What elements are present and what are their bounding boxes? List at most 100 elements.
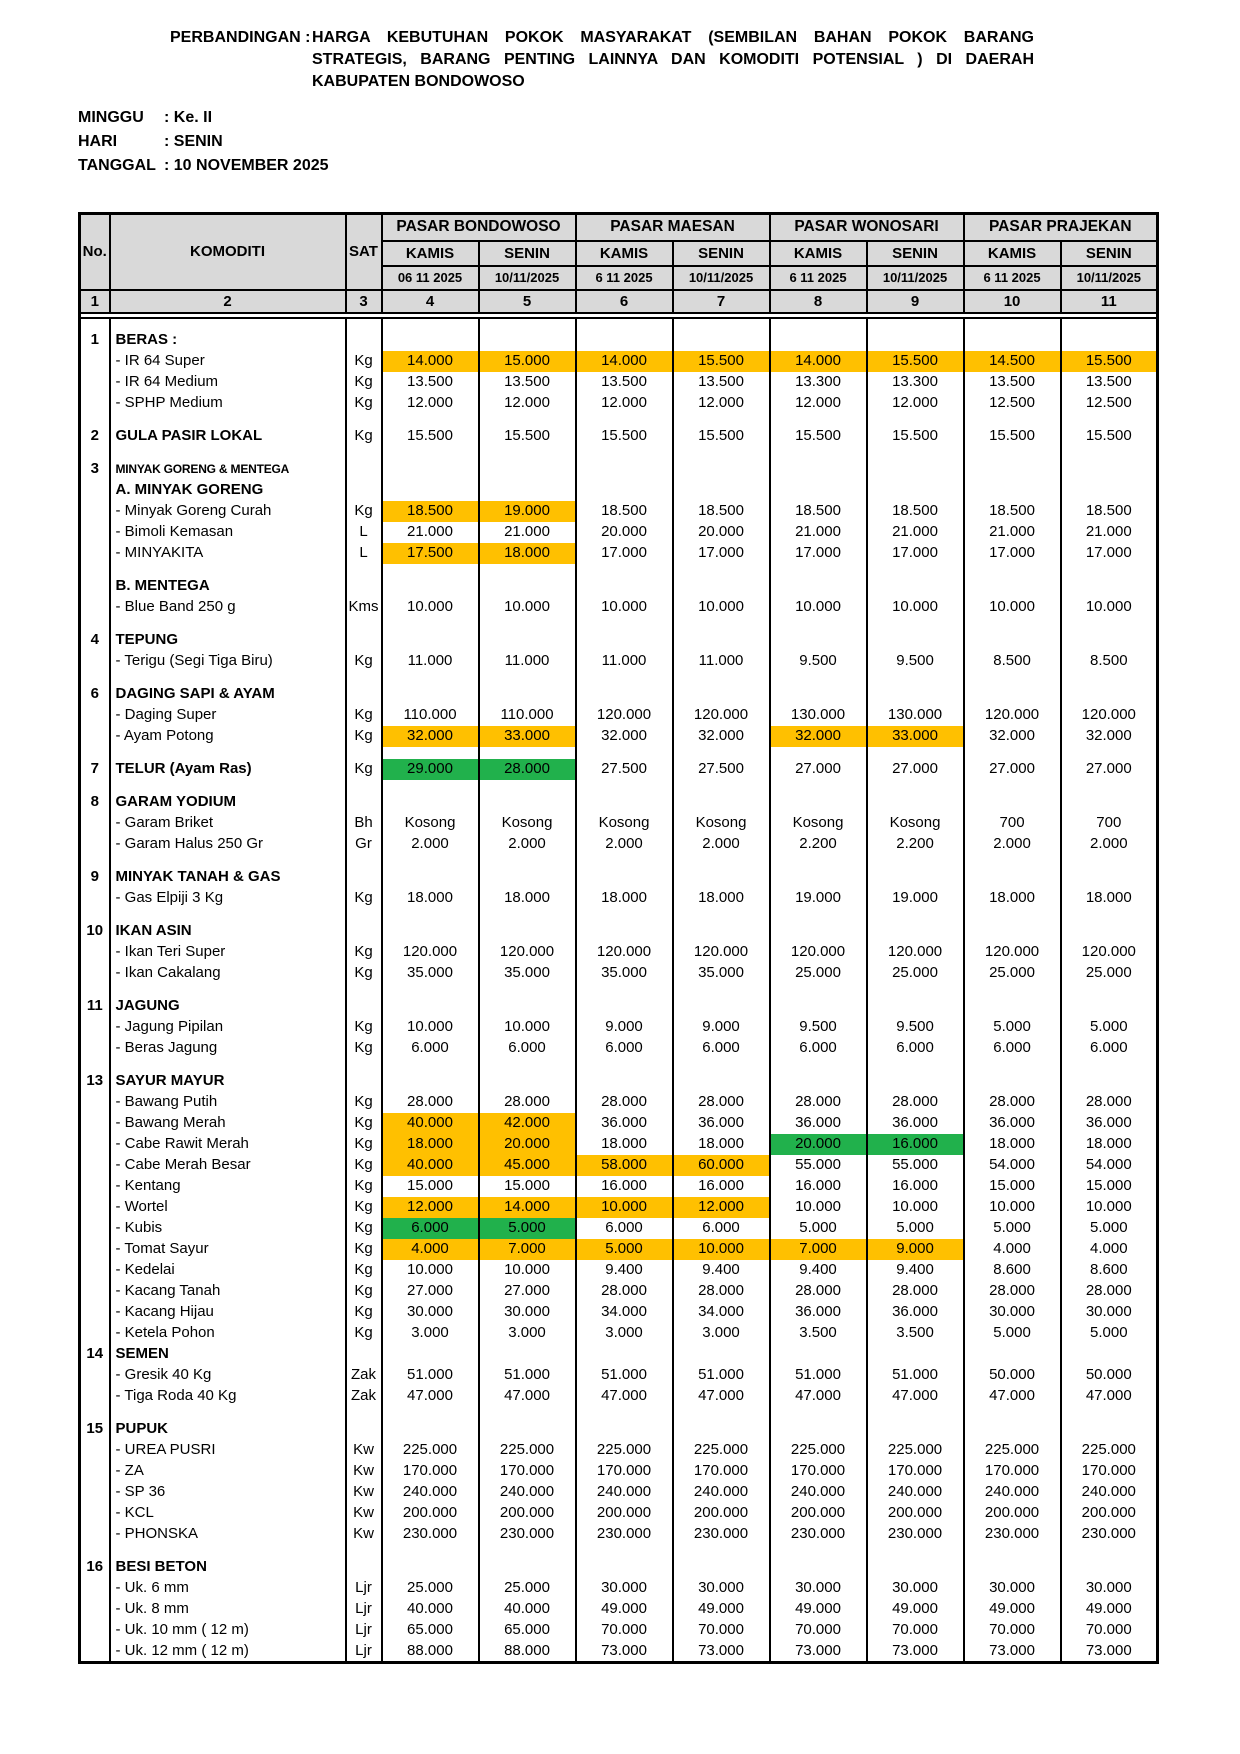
price-cell: 21.000 [768,521,868,543]
sat-cell: Ljr [344,1619,383,1641]
commodity-cell: - Uk. 6 mm [108,1577,347,1599]
price-cell: 5.000 [768,1217,868,1239]
price-cell: 9.500 [768,1016,868,1038]
price-cell: 54.000 [962,1154,1062,1176]
meta-minggu: MINGGU : Ke. II [78,106,1162,130]
commodity-cell: - MINYAKITA [108,542,347,564]
price-cell [671,1343,771,1365]
price-cell: 15.500 [574,425,674,447]
table-row: - Kacang Tanah Kg 27.000 27.000 28.000 28.000… [78,1280,1159,1302]
sat-cell: Kg [344,1217,383,1239]
commodity-cell [108,779,347,792]
sat-cell: Kg [344,887,383,909]
price-cell: 14.000 [380,350,480,372]
commodity-cell: - PHONSKA [108,1523,347,1545]
table-row: - Ketela Pohon Kg 3.000 3.000 3.000 3.000 3.50… [78,1322,1159,1344]
price-cell: 10.000 [477,1016,577,1038]
price-cell: 15.500 [865,350,965,372]
price-cell: 13.500 [477,371,577,393]
commodity-cell: - Uk. 8 mm [108,1598,347,1620]
sat-cell: Kg [344,1175,383,1197]
no-cell [78,1439,111,1461]
price-cell: 65.000 [477,1619,577,1641]
price-cell [865,779,965,792]
price-cell: 3.000 [671,1322,771,1344]
price-cell [865,479,965,501]
price-cell: 4.000 [962,1238,1062,1260]
price-cell: 225.000 [380,1439,480,1461]
table-row: - Ayam Potong Kg 32.000 33.000 32.000 32.000 3… [78,725,1159,747]
no-cell [78,1640,111,1662]
price-cell: 225.000 [671,1439,771,1461]
price-cell: 15.500 [671,425,771,447]
price-cell [477,1343,577,1365]
price-cell: 120.000 [962,704,1062,726]
commodity-cell: MINYAK TANAH & GAS [108,866,347,888]
price-cell [768,920,868,942]
price-cell: 240.000 [477,1481,577,1503]
price-cell [768,1418,868,1440]
price-cell: 170.000 [574,1460,674,1482]
price-cell [477,746,577,759]
price-cell: 28.000 [865,1280,965,1302]
price-cell: 27.500 [574,758,674,780]
price-cell [574,779,674,792]
price-cell [380,329,480,351]
price-cell [574,920,674,942]
price-cell: 30.000 [1059,1301,1159,1323]
price-cell: 120.000 [671,941,771,963]
price-cell: 8.500 [962,650,1062,672]
price-cell: 17.000 [574,542,674,564]
title-line-2: STRATEGIS, BARANG PENTING LAINNYA DAN KO… [312,51,1034,68]
price-cell [1059,683,1159,705]
price-cell: 2.200 [865,833,965,855]
sat-cell: Kw [344,1460,383,1482]
price-cell: 13.500 [671,371,771,393]
no-cell [78,1016,111,1038]
commodity-cell: - Garam Briket [108,812,347,834]
price-cell: 70.000 [1059,1619,1159,1641]
commodity-cell: BESI BETON [108,1556,347,1578]
price-cell [574,629,674,651]
price-cell: 30.000 [671,1577,771,1599]
price-cell: 10.000 [477,1259,577,1281]
price-cell: 25.000 [477,1577,577,1599]
price-cell: 47.000 [671,1385,771,1407]
divider-cell [79,312,1158,319]
price-cell: Kosong [574,812,674,834]
no-cell [78,1598,111,1620]
meta-hari: HARI : SENIN [78,130,1162,154]
price-cell [962,1556,1062,1578]
price-cell: 230.000 [865,1523,965,1545]
date-header: 10/11/2025 [1059,264,1159,291]
price-cell: 170.000 [962,1460,1062,1482]
price-cell: 30.000 [962,1301,1062,1323]
price-cell: 47.000 [962,1385,1062,1407]
no-cell [78,1502,111,1524]
price-cell: 28.000 [962,1280,1062,1302]
price-cell [865,1406,965,1419]
price-cell: 200.000 [380,1502,480,1524]
price-cell: 21.000 [1059,521,1159,543]
no-cell [78,1460,111,1482]
price-cell: 170.000 [477,1460,577,1482]
price-cell [865,317,965,330]
price-cell [1059,671,1159,684]
sat-cell [344,854,383,867]
price-cell [865,908,965,921]
price-cell [574,791,674,813]
price-cell [1059,1418,1159,1440]
price-cell: 10.000 [477,596,577,618]
sat-cell [344,1058,383,1071]
price-cell [671,563,771,576]
price-cell [768,1058,868,1071]
price-cell [962,791,1062,813]
price-cell: 230.000 [1059,1523,1159,1545]
commodity-cell: - KCL [108,1502,347,1524]
price-cell: 20.000 [768,1133,868,1155]
price-cell: 9.500 [768,650,868,672]
price-cell [574,329,674,351]
price-cell: 32.000 [962,725,1062,747]
price-cell: 58.000 [574,1154,674,1176]
